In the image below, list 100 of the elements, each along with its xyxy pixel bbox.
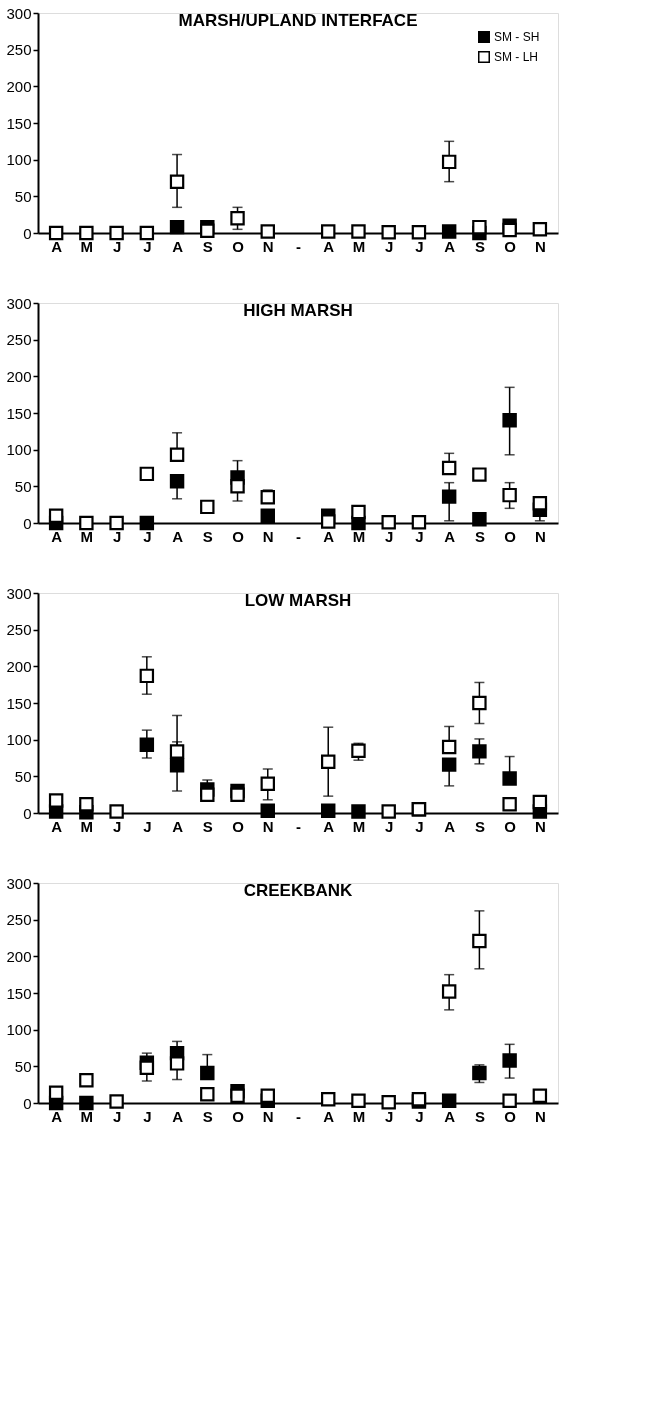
x-tick-label: O [504,1107,517,1125]
y-tick-label: 50 [14,1057,32,1075]
x-tick-label: A [172,817,184,835]
legend-label: SM - SH [494,30,540,44]
x-tick-label: N [262,527,274,545]
x-tick-label: A [444,1107,456,1125]
y-tick-label: 50 [14,477,32,495]
x-tick-label: M [352,527,366,545]
y-tick-label: 150 [6,404,32,422]
x-tick-label: A [323,527,335,545]
x-tick-label: - [296,817,301,835]
x-tick-label: A [444,817,456,835]
x-tick-label: S [202,237,213,255]
x-tick-label: J [385,237,394,255]
y-tick-label: 200 [6,77,32,95]
x-tick-label: A [172,1107,184,1125]
x-tick-label: M [80,527,94,545]
x-tick-label: M [80,237,94,255]
x-tick-label: J [112,1107,122,1125]
x-tick-label: A [51,817,63,835]
x-tick-label: S [474,1107,485,1125]
x-tick-label: N [262,1107,274,1125]
y-tick-label: 0 [23,1094,32,1112]
x-tick-label: A [51,527,63,545]
x-tick-label: O [504,527,517,545]
x-tick-label: A [323,817,335,835]
x-tick-label: N [534,527,546,545]
x-tick-label: J [415,1107,424,1125]
x-tick-label: A [51,1107,63,1125]
chart-title: MARSH/UPLAND INTERFACE [178,11,418,30]
x-tick-label: - [296,1107,301,1125]
x-tick-label: N [534,817,546,835]
x-tick-label: J [112,817,122,835]
x-tick-label: S [474,817,485,835]
chart-title: CREEKBANK [243,881,354,900]
x-tick-label: O [504,237,517,255]
x-tick-label: A [444,527,456,545]
y-tick-label: 200 [6,367,32,385]
x-tick-label: M [80,817,94,835]
y-tick-label: 300 [6,294,32,312]
x-tick-label: M [80,1107,94,1125]
x-tick-label: N [534,237,546,255]
y-tick-label: 150 [6,114,32,132]
x-tick-label: J [385,1107,394,1125]
x-tick-label: J [143,817,152,835]
x-tick-label: O [232,527,245,545]
y-tick-label: 0 [23,224,32,242]
y-tick-label: 250 [6,331,32,349]
y-tick-label: 250 [6,621,32,639]
x-tick-label: J [415,527,424,545]
x-tick-label: A [51,237,63,255]
y-tick-label: 100 [6,731,32,749]
x-tick-label: J [385,817,394,835]
x-tick-label: A [323,1107,335,1125]
y-tick-label: 150 [6,694,32,712]
x-tick-label: M [352,1107,366,1125]
x-tick-label: J [385,527,394,545]
y-tick-label: 0 [23,514,32,532]
y-tick-label: 300 [6,874,32,892]
x-tick-label: - [296,527,301,545]
x-tick-label: N [262,817,274,835]
x-tick-label: O [504,817,517,835]
x-tick-label: A [444,237,456,255]
x-tick-label: J [143,527,152,545]
x-tick-label: O [232,1107,245,1125]
x-tick-label: M [352,237,366,255]
y-tick-label: 250 [6,41,32,59]
chart-title: LOW MARSH [244,591,352,610]
legend-label: SM - LH [494,50,539,64]
y-tick-label: 100 [6,1021,32,1039]
x-tick-label: A [172,237,184,255]
x-tick-label: N [534,1107,546,1125]
y-tick-label: 100 [6,151,32,169]
x-tick-label: A [323,237,335,255]
x-tick-label: J [112,237,122,255]
x-tick-label: S [202,817,213,835]
x-tick-label: N [262,237,274,255]
y-tick-label: 50 [14,187,32,205]
x-tick-label: J [415,817,424,835]
x-tick-label: S [474,237,485,255]
chart-title: HIGH MARSH [243,301,353,320]
x-tick-label: J [415,237,424,255]
x-tick-label: S [202,527,213,545]
x-tick-label: M [352,817,366,835]
x-tick-label: S [202,1107,213,1125]
y-tick-label: 200 [6,657,32,675]
x-tick-label: O [232,237,245,255]
y-tick-label: 0 [23,804,32,822]
y-tick-label: 100 [6,441,32,459]
y-tick-label: 200 [6,947,32,965]
y-tick-label: 50 [14,767,32,785]
y-tick-label: 150 [6,984,32,1002]
y-tick-label: 300 [6,584,32,602]
y-tick-label: 250 [6,911,32,929]
x-tick-label: A [172,527,184,545]
x-tick-label: J [112,527,122,545]
x-tick-label: O [232,817,245,835]
x-tick-label: S [474,527,485,545]
x-tick-label: - [296,237,301,255]
y-tick-label: 300 [6,4,32,22]
